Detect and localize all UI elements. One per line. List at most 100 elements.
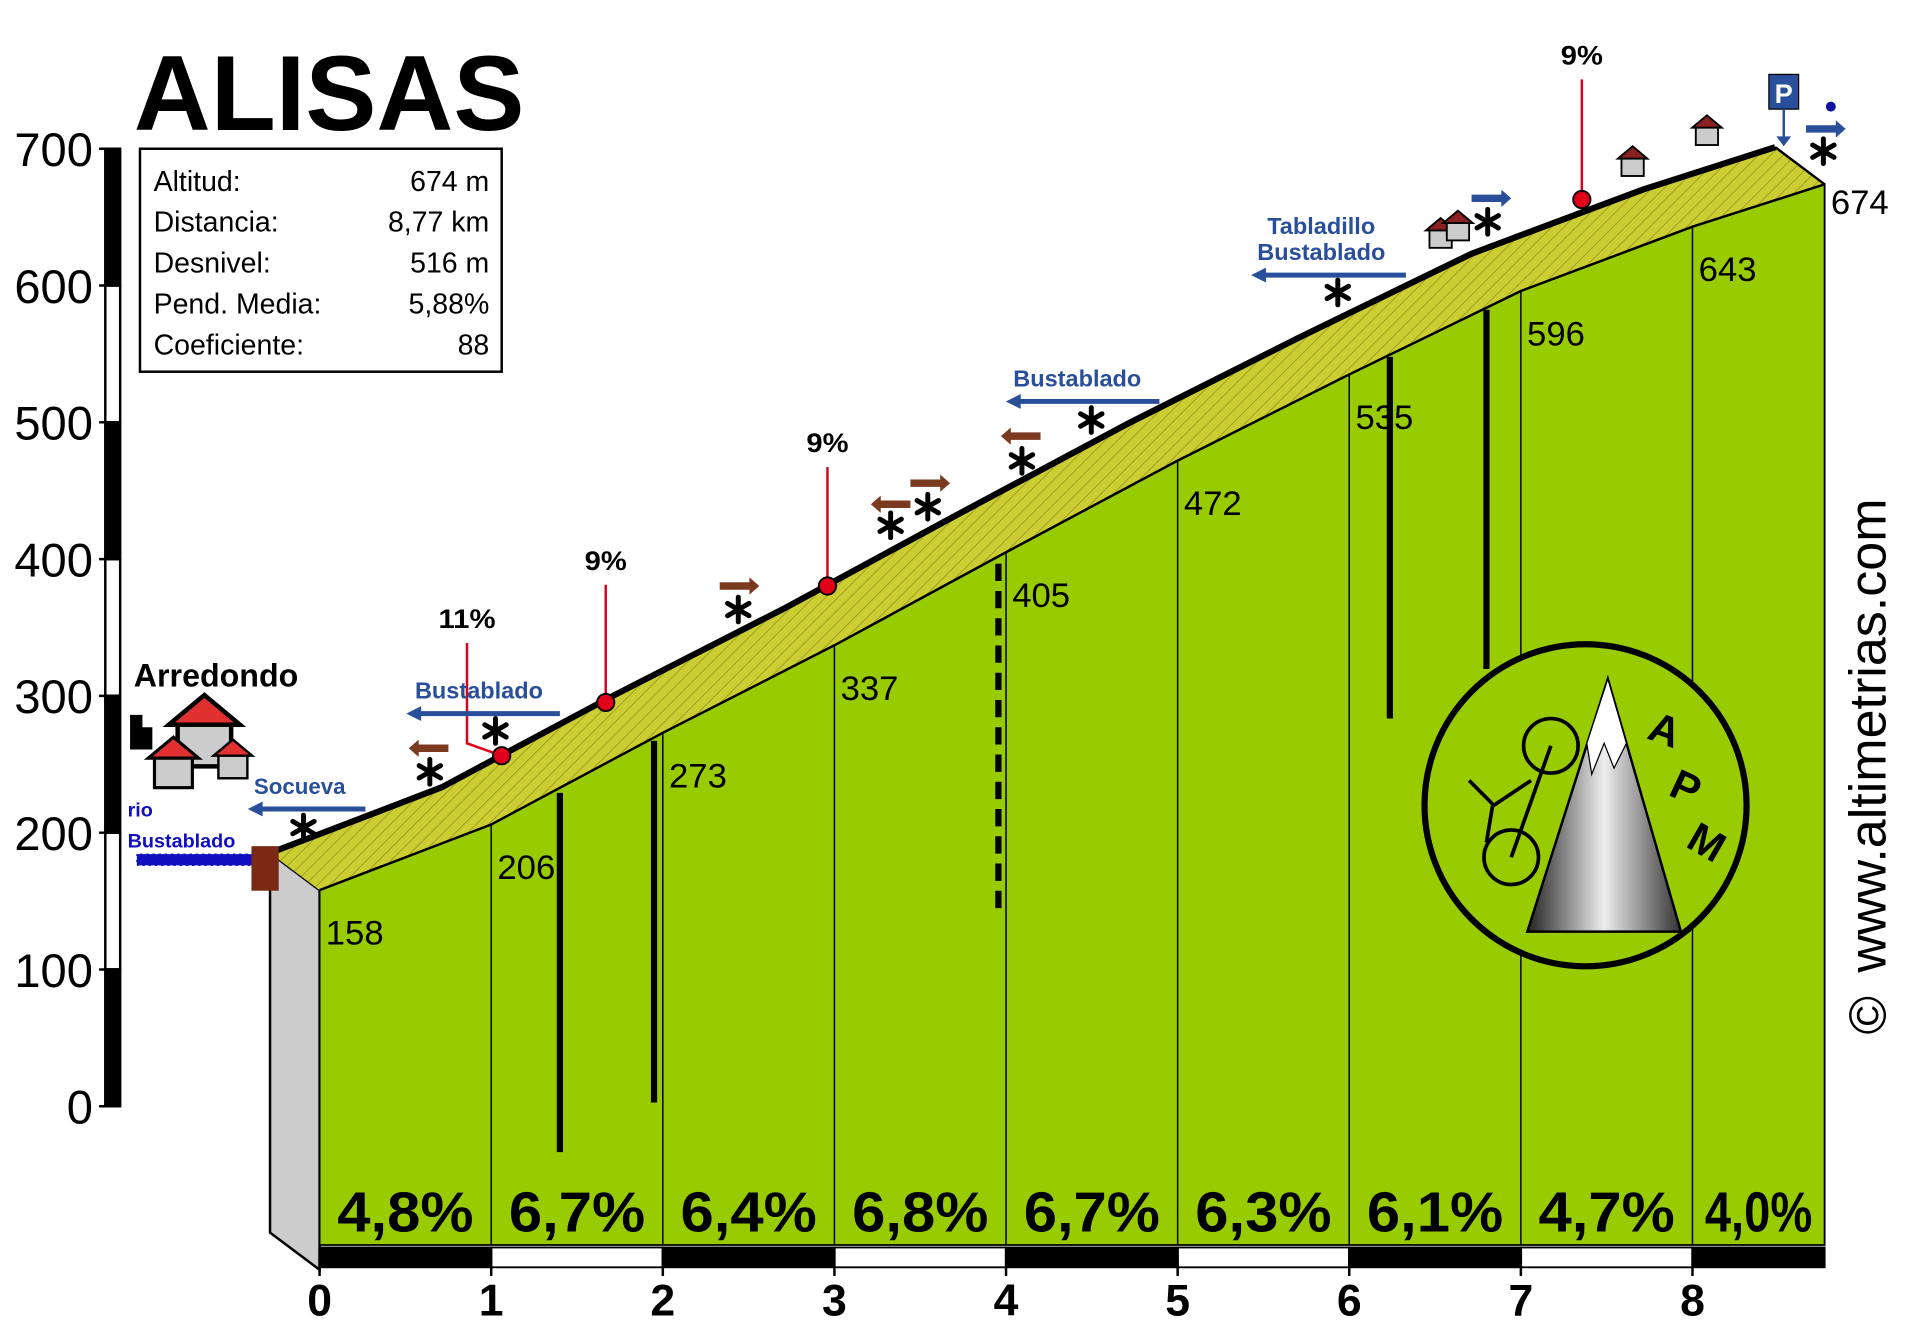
- chart-title: ALISAS: [134, 34, 525, 153]
- elevation-label: 596: [1527, 316, 1585, 354]
- place-label: Bustablado: [1257, 239, 1385, 265]
- marker-stroke: [1810, 142, 1837, 160]
- copyright: ©: [1839, 996, 1897, 1034]
- house-roof: [1440, 209, 1476, 224]
- info-value: 674 m: [410, 166, 489, 198]
- info-value: 8,77 km: [388, 207, 489, 239]
- elevation-label: 472: [1184, 485, 1242, 523]
- x-tick-label: 3: [822, 1277, 847, 1326]
- marker-stroke: [1324, 283, 1352, 302]
- x-tick-label: 0: [307, 1277, 332, 1326]
- gradient-label: 4,7%: [1539, 1180, 1675, 1244]
- info-value: 5,88%: [409, 288, 490, 320]
- y-tick-label: 0: [67, 1081, 93, 1134]
- gradient-label: 6,1%: [1367, 1180, 1503, 1244]
- parking-label: P: [1775, 78, 1793, 109]
- x-tick-label: 1: [479, 1277, 504, 1326]
- gradient-label: 6,4%: [680, 1180, 816, 1244]
- gradient-label: 6,7%: [509, 1180, 645, 1244]
- turn-arrow: [870, 495, 911, 513]
- marker-stroke: [482, 722, 509, 740]
- gradient-label: 4,0%: [1705, 1180, 1812, 1244]
- house-icon: [1440, 209, 1476, 242]
- direction-arrow: [247, 801, 366, 817]
- y-tick-label: 300: [14, 670, 93, 723]
- house-icon: [143, 735, 204, 790]
- house-roof: [162, 692, 247, 727]
- x-tick-label: 6: [1337, 1277, 1362, 1326]
- axis-bar-segment: [104, 147, 122, 287]
- junction-marker: [1008, 446, 1036, 476]
- elevation-label: 674: [1831, 184, 1889, 222]
- house-wall: [1694, 126, 1720, 146]
- house-icon: [1615, 145, 1651, 177]
- elevation-label: 273: [669, 757, 727, 795]
- junction-marker: [877, 510, 904, 541]
- junction-marker: [1324, 277, 1352, 308]
- x-tick-label: 8: [1680, 1277, 1705, 1326]
- y-tick-label: 600: [14, 260, 93, 313]
- junction-marker: [725, 594, 752, 625]
- y-tick-label: 500: [14, 397, 93, 450]
- gradient-label: 6,3%: [1195, 1180, 1331, 1244]
- annotation-dot: [492, 746, 512, 766]
- junction-marker: [482, 716, 509, 746]
- house-wall: [1445, 222, 1471, 242]
- elevation-label: 535: [1355, 399, 1413, 437]
- place-label: Bustablado: [415, 678, 543, 704]
- info-label: Altitud:: [154, 166, 241, 198]
- annotation: 9%: [585, 545, 627, 713]
- place-label: Arredondo: [134, 657, 299, 693]
- info-label: Coeficiente:: [154, 329, 304, 361]
- annotation: 9%: [806, 427, 849, 596]
- turn-arrow: [719, 577, 760, 595]
- place-label: Tabladillo: [1267, 213, 1375, 239]
- house-icon: [1689, 114, 1725, 146]
- turn-arrow: [1000, 427, 1041, 445]
- elevation-label: 158: [326, 915, 384, 953]
- axis-bar-segment: [104, 694, 122, 834]
- y-tick-label: 400: [14, 533, 93, 586]
- direction-arrow: [1251, 267, 1406, 283]
- elevation-label: 405: [1012, 577, 1070, 615]
- church-icon: [130, 714, 153, 750]
- annotation-label: 9%: [585, 545, 627, 576]
- gradient-label: 4,8%: [337, 1180, 473, 1244]
- annotation: 11%: [439, 603, 512, 766]
- km-bar-segment: [1176, 1246, 1351, 1269]
- info-label: Desnivel:: [154, 248, 271, 280]
- annotation-dot: [1572, 189, 1592, 210]
- gradient-label: 6,8%: [852, 1180, 988, 1244]
- x-tick-label: 4: [994, 1277, 1019, 1326]
- junction-marker: [290, 812, 317, 843]
- km-bar-segment: [1005, 1246, 1179, 1269]
- place-label: rio: [128, 799, 153, 821]
- km-bar-segment: [1348, 1246, 1522, 1269]
- info-value: 516 m: [410, 248, 489, 280]
- marker-stroke: [1078, 411, 1105, 429]
- elevation-label: 337: [841, 670, 899, 708]
- house-icon: [210, 738, 256, 780]
- junction-marker: [1474, 206, 1501, 237]
- bridge: [251, 846, 279, 891]
- profile-line: [319, 183, 1825, 892]
- logo-wheel: [1521, 716, 1580, 775]
- annotation: 9%: [1561, 40, 1603, 210]
- km-bar-segment: [318, 1246, 493, 1269]
- house-wall: [217, 754, 249, 780]
- direction-arrow: [406, 706, 560, 722]
- marker-stroke: [416, 763, 444, 781]
- marker-stroke: [725, 600, 752, 619]
- turn-arrow: [1806, 120, 1846, 138]
- y-tick-label: 200: [14, 807, 93, 860]
- annotation-line: [465, 642, 503, 757]
- logo-wheel: [1482, 828, 1541, 887]
- x-tick-label: 7: [1508, 1277, 1533, 1326]
- annotation-label: 11%: [439, 603, 496, 634]
- axis-bar-segment: [104, 284, 122, 424]
- axis-bar-segment: [104, 831, 122, 971]
- road-hatch: [270, 147, 1825, 891]
- turn-arrow: [408, 739, 449, 757]
